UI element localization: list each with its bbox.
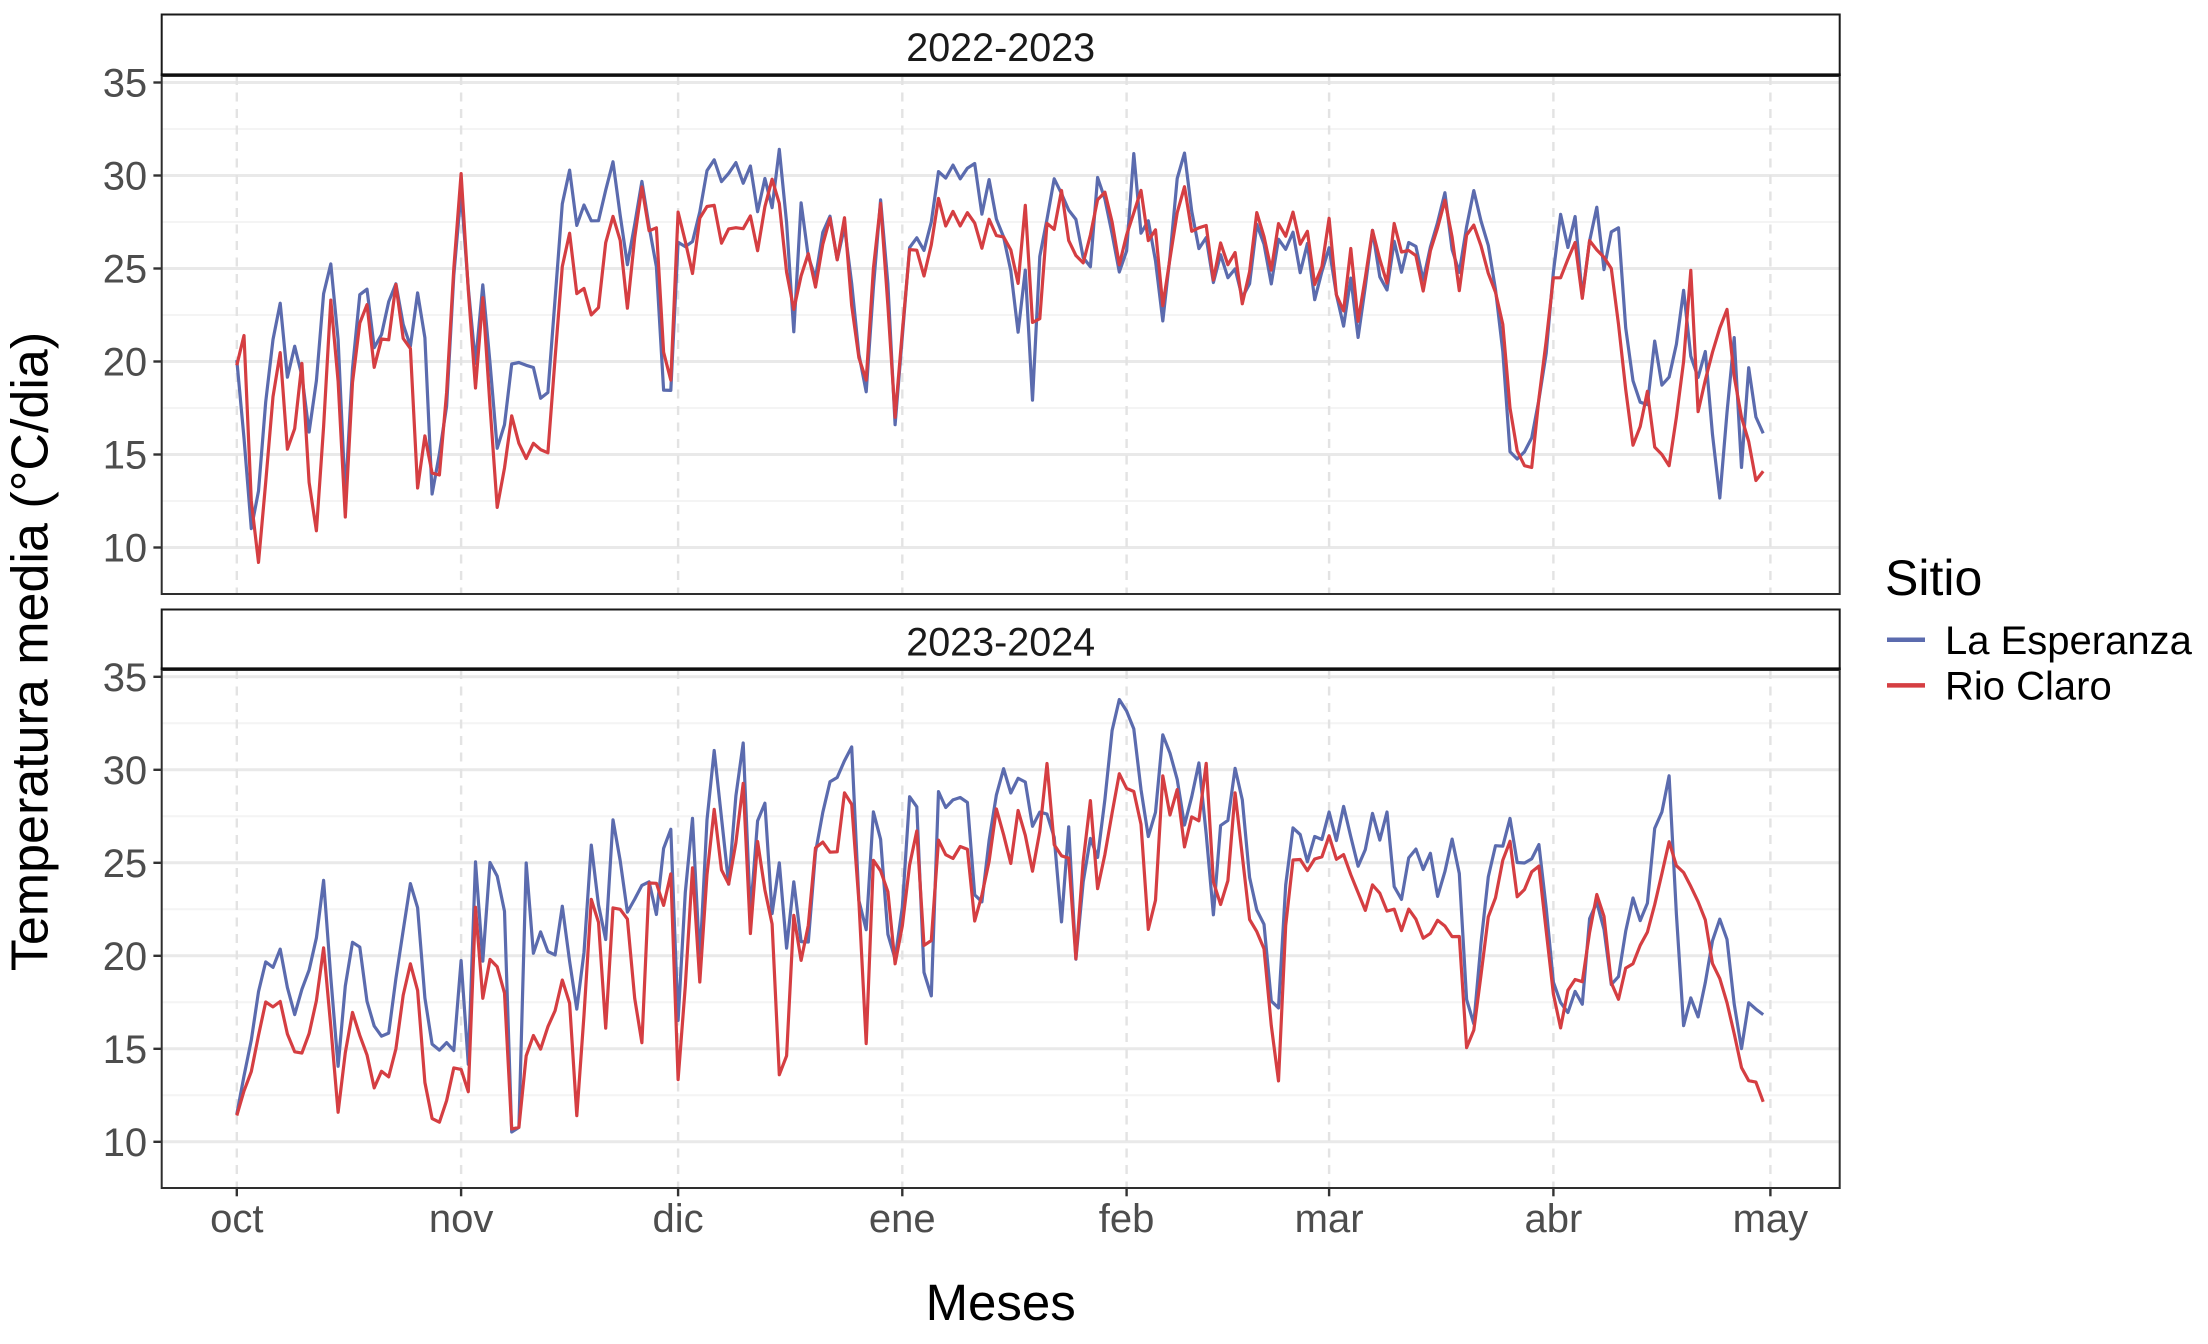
- svg-text:25: 25: [103, 842, 148, 886]
- svg-text:abr: abr: [1524, 1197, 1582, 1241]
- svg-text:Rio Claro: Rio Claro: [1945, 665, 2112, 709]
- svg-text:Temperatura media (°C/dia): Temperatura media (°C/dia): [2, 332, 60, 971]
- svg-text:Sitio: Sitio: [1885, 550, 1982, 606]
- svg-text:Meses: Meses: [926, 1274, 1076, 1331]
- svg-text:dic: dic: [653, 1197, 704, 1241]
- svg-text:35: 35: [103, 656, 148, 700]
- svg-text:25: 25: [103, 248, 148, 292]
- svg-text:may: may: [1733, 1197, 1809, 1241]
- svg-text:2022-2023: 2022-2023: [906, 26, 1095, 70]
- svg-text:35: 35: [103, 62, 148, 106]
- svg-text:oct: oct: [210, 1197, 263, 1241]
- svg-text:2023-2024: 2023-2024: [906, 621, 1095, 665]
- svg-text:30: 30: [103, 749, 148, 793]
- svg-text:ene: ene: [869, 1197, 936, 1241]
- svg-text:30: 30: [103, 155, 148, 199]
- svg-text:mar: mar: [1295, 1197, 1364, 1241]
- svg-text:10: 10: [103, 527, 148, 571]
- svg-text:20: 20: [103, 341, 148, 385]
- svg-text:nov: nov: [429, 1197, 494, 1241]
- svg-text:10: 10: [103, 1121, 148, 1165]
- svg-text:feb: feb: [1099, 1197, 1155, 1241]
- svg-text:15: 15: [103, 434, 148, 478]
- svg-text:20: 20: [103, 935, 148, 979]
- svg-text:La Esperanza: La Esperanza: [1945, 619, 2193, 663]
- svg-text:15: 15: [103, 1028, 148, 1072]
